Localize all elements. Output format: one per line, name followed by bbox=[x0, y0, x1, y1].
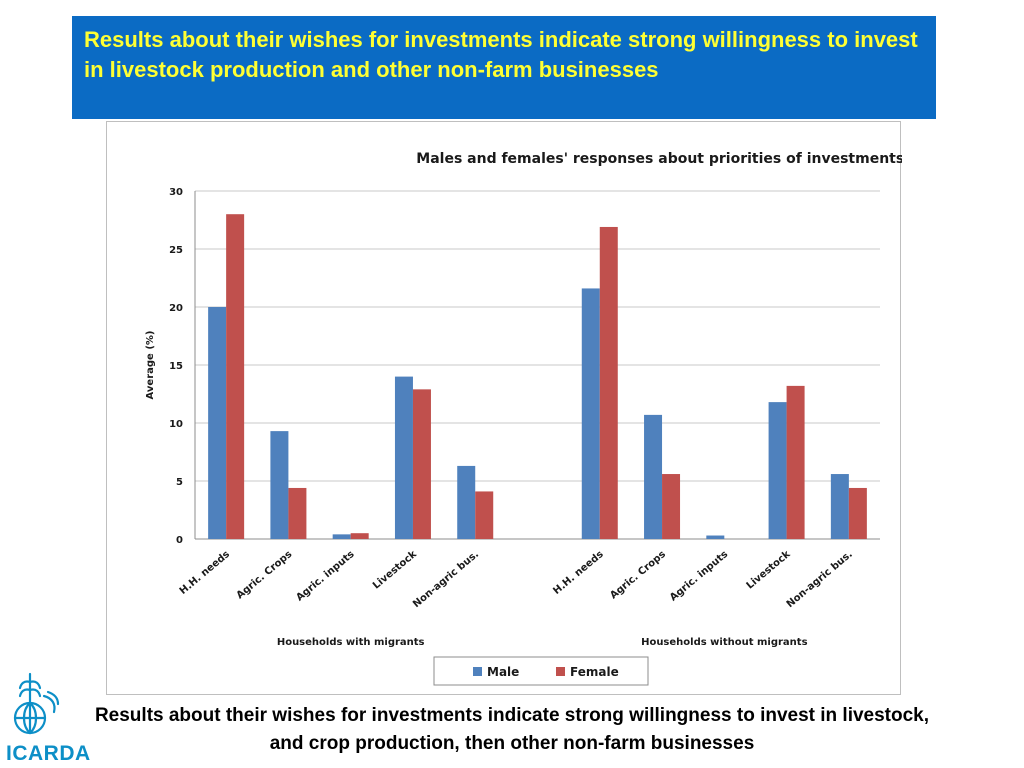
bar-male bbox=[270, 431, 289, 539]
bar-female bbox=[226, 214, 245, 539]
y-tick-label: 20 bbox=[169, 303, 183, 314]
gridlines bbox=[194, 190, 880, 540]
bar-female bbox=[786, 385, 805, 539]
bar-female bbox=[288, 487, 307, 539]
y-tick-label: 5 bbox=[176, 477, 183, 488]
bar-female bbox=[475, 491, 494, 539]
bar-male bbox=[830, 474, 849, 539]
icarda-wheat-globe-icon bbox=[13, 672, 60, 735]
bar-female bbox=[350, 533, 369, 539]
bar-female bbox=[599, 226, 618, 539]
logo-text: ICARDA bbox=[6, 742, 91, 765]
group-label: Households without migrants bbox=[641, 637, 808, 648]
y-tick-label: 10 bbox=[169, 419, 183, 430]
x-tick-label: Agric. inputs bbox=[668, 549, 730, 604]
footer-caption: Results about their wishes for investmen… bbox=[0, 702, 1024, 758]
legend-swatch-male bbox=[473, 667, 482, 676]
bar-chart: Males and females' responses about prior… bbox=[145, 151, 902, 686]
y-tick-label: 25 bbox=[169, 245, 183, 256]
x-tick-label: Agric. inputs bbox=[294, 549, 356, 604]
bar-male bbox=[457, 465, 476, 539]
y-axis-ticks: 0 5 10 15 20 25 30 bbox=[169, 187, 183, 546]
x-axis-labels: H.H. needs Agric. Crops Agric. inputs Lives… bbox=[178, 549, 855, 611]
group-label: Households with migrants bbox=[277, 637, 425, 648]
bar-male bbox=[644, 414, 663, 539]
legend-label-male: Male bbox=[487, 665, 519, 679]
x-tick-label: Livestock bbox=[745, 549, 793, 592]
legend-box bbox=[433, 656, 649, 686]
x-tick-label: Non-agric bus. bbox=[411, 549, 481, 610]
footer-line-1: Results about their wishes for investmen… bbox=[94, 705, 930, 726]
x-tick-label: H.H. needs bbox=[178, 549, 232, 597]
y-axis-label: Average (%) bbox=[145, 331, 156, 400]
bar-male bbox=[208, 307, 227, 539]
x-tick-label: Non-agric bus. bbox=[785, 549, 855, 610]
legend: Male Female bbox=[433, 656, 649, 686]
x-tick-label: Agric. Crops bbox=[235, 549, 295, 602]
y-tick-label: 0 bbox=[176, 535, 183, 546]
bar-female bbox=[412, 389, 431, 539]
y-tick-label: 15 bbox=[169, 361, 183, 372]
chart-container: Males and females' responses about prior… bbox=[106, 121, 902, 695]
x-tick-label: H.H. needs bbox=[551, 549, 605, 597]
bar-female bbox=[848, 487, 867, 539]
bars bbox=[208, 214, 867, 539]
x-tick-label: Livestock bbox=[371, 549, 419, 592]
banner-title: Results about their wishes for investmen… bbox=[84, 27, 918, 82]
bar-male bbox=[768, 402, 787, 539]
bar-male bbox=[706, 535, 725, 539]
bar-male bbox=[332, 534, 351, 539]
bar-female bbox=[662, 474, 681, 539]
bar-male bbox=[394, 376, 413, 539]
legend-label-female: Female bbox=[570, 665, 619, 679]
footer-line-2: and crop production, then other non-farm… bbox=[269, 733, 755, 754]
bar-male bbox=[581, 288, 600, 539]
chart-title: Males and females' responses about prior… bbox=[416, 151, 902, 167]
icarda-logo: ICARDA bbox=[4, 670, 104, 768]
x-tick-label: Agric. Crops bbox=[608, 549, 668, 602]
y-tick-label: 30 bbox=[169, 187, 183, 198]
group-labels: Households with migrants Households witho… bbox=[277, 637, 808, 648]
title-banner: Results about their wishes for investmen… bbox=[72, 16, 936, 119]
legend-swatch-female bbox=[556, 667, 565, 676]
